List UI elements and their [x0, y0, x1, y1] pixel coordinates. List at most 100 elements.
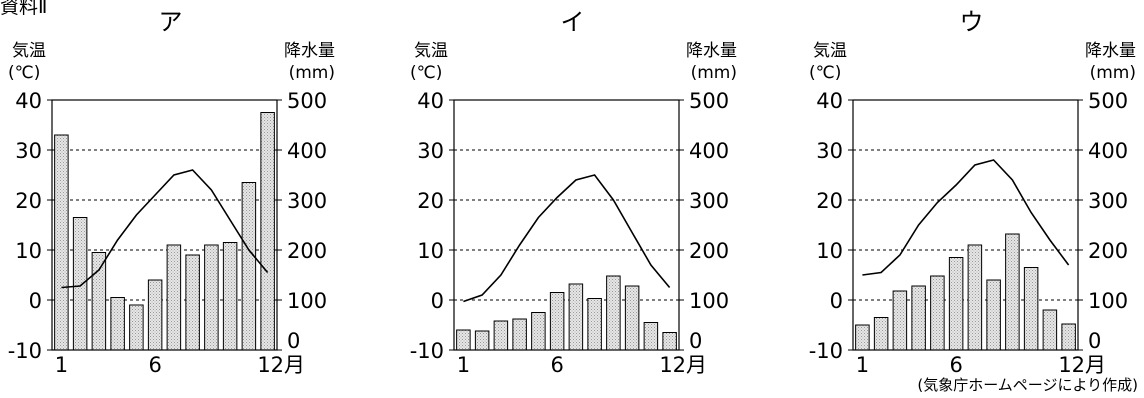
- source-note: (気象庁ホームページにより作成): [917, 376, 1138, 394]
- precip-bar: [855, 324, 870, 351]
- left-tick-label: -10: [809, 339, 843, 363]
- left-tick-label: -10: [8, 339, 42, 363]
- right-tick-label: 100: [287, 289, 327, 313]
- precip-bar: [930, 275, 945, 351]
- precip-bar: [260, 112, 275, 351]
- left-axis-title: 気温: [414, 41, 448, 61]
- x-tick-label: 12月: [1058, 353, 1106, 377]
- precip-bar: [892, 290, 908, 351]
- precip-bar: [662, 332, 677, 351]
- right-tick-label: 200: [287, 239, 327, 263]
- right-tick-label: 100: [689, 289, 729, 313]
- right-tick-label: 300: [689, 189, 729, 213]
- x-tick-label: 6: [949, 353, 962, 377]
- left-axis-unit: (℃): [410, 63, 442, 83]
- plot-frame: [51, 99, 278, 351]
- left-tick-label: 40: [816, 89, 843, 113]
- right-tick-label: 500: [287, 89, 327, 113]
- precip-bar: [549, 292, 565, 351]
- precip-bar: [1005, 233, 1020, 351]
- left-tick-label: 30: [417, 139, 444, 163]
- right-axis-unit: (mm): [691, 63, 737, 83]
- x-tick-label: 6: [148, 353, 161, 377]
- right-tick-label: 500: [689, 89, 729, 113]
- precip-bar: [456, 329, 471, 351]
- precip-bar: [986, 279, 1001, 351]
- precip-bar: [873, 317, 889, 351]
- right-axis-title: 降水量: [686, 41, 737, 61]
- left-tick-label: 30: [15, 139, 42, 163]
- x-tick-label: 1: [856, 353, 869, 377]
- left-axis-title: 気温: [12, 41, 46, 61]
- x-tick-label: 1: [55, 353, 68, 377]
- precip-bar: [204, 244, 219, 351]
- precip-bar: [1061, 323, 1076, 351]
- x-tick-label: 1: [457, 353, 470, 377]
- precip-bar: [129, 304, 144, 351]
- left-tick-label: 10: [417, 239, 444, 263]
- left-tick-label: 20: [15, 189, 42, 213]
- left-tick-label: 20: [816, 189, 843, 213]
- left-tick-label: 10: [15, 239, 42, 263]
- precip-bar: [568, 283, 584, 351]
- precip-bar: [911, 285, 926, 351]
- right-tick-label: 400: [689, 139, 729, 163]
- right-tick-label: 400: [287, 139, 327, 163]
- right-axis-unit: (mm): [289, 63, 335, 83]
- precip-bar: [1023, 267, 1039, 351]
- right-tick-label: 0: [1088, 329, 1101, 353]
- chart-panel-2: イ気温(℃)降水量(mm)403020100-10500400300200100…: [410, 8, 737, 377]
- left-axis-unit: (℃): [8, 63, 40, 83]
- temperature-line: [463, 174, 671, 303]
- chart-title: ア: [159, 8, 183, 36]
- precip-bar: [967, 244, 983, 351]
- precip-bar: [241, 182, 257, 351]
- x-tick-label: 12月: [257, 353, 305, 377]
- right-tick-label: 300: [287, 189, 327, 213]
- chart-panel-3: ウ気温(℃)降水量(mm)403020100-10500400300200100…: [809, 8, 1136, 377]
- x-tick-label: 12月: [659, 353, 707, 377]
- precip-bar: [606, 275, 621, 351]
- precip-bar: [531, 312, 546, 351]
- right-tick-label: 300: [1088, 189, 1128, 213]
- precip-bar: [91, 252, 107, 351]
- right-axis-title: 降水量: [284, 41, 335, 61]
- left-tick-label: 0: [431, 289, 444, 313]
- temperature-line: [862, 159, 1070, 276]
- right-tick-label: 100: [1088, 289, 1128, 313]
- chart-title: イ: [561, 8, 585, 36]
- precip-bar: [110, 297, 125, 351]
- precip-bar: [166, 244, 182, 351]
- precip-bar: [1042, 309, 1058, 351]
- precip-bar: [54, 134, 69, 351]
- left-tick-label: 30: [816, 139, 843, 163]
- precip-bar: [643, 322, 659, 351]
- precip-bar: [512, 318, 527, 351]
- left-tick-label: -10: [410, 339, 444, 363]
- right-axis-unit: (mm): [1090, 63, 1136, 83]
- right-tick-label: 0: [287, 329, 300, 353]
- left-axis-title: 気温: [813, 41, 847, 61]
- right-tick-label: 200: [1088, 239, 1128, 263]
- chart-title: ウ: [960, 8, 984, 36]
- right-tick-label: 500: [1088, 89, 1128, 113]
- right-tick-label: 0: [689, 329, 702, 353]
- precip-bar: [474, 330, 490, 351]
- left-tick-label: 10: [816, 239, 843, 263]
- precip-bar: [72, 217, 88, 351]
- left-tick-label: 0: [830, 289, 843, 313]
- left-tick-label: 20: [417, 189, 444, 213]
- precip-bar: [624, 285, 640, 351]
- left-tick-label: 40: [15, 89, 42, 113]
- precip-bar: [587, 298, 602, 351]
- right-tick-label: 200: [689, 239, 729, 263]
- precip-bar: [493, 320, 509, 351]
- left-axis-unit: (℃): [809, 63, 841, 83]
- precip-bar: [948, 257, 964, 351]
- right-axis-title: 降水量: [1085, 41, 1136, 61]
- precip-bar: [147, 279, 163, 351]
- figure-label: 資料Ⅱ: [0, 0, 48, 18]
- x-tick-label: 6: [550, 353, 563, 377]
- right-tick-label: 400: [1088, 139, 1128, 163]
